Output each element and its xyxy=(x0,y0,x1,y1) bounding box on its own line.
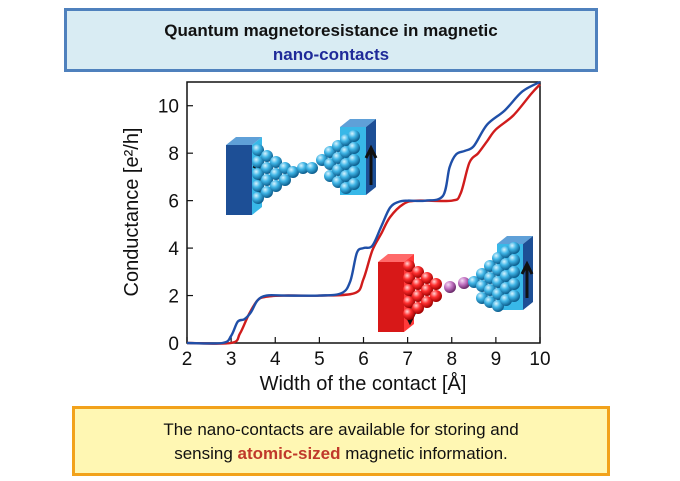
caption-line-1: The nano-contacts are available for stor… xyxy=(163,420,519,439)
x-tick-label: 2 xyxy=(182,349,193,370)
atom-ball xyxy=(252,144,264,156)
atom-ball xyxy=(403,308,415,320)
x-tick-label: 6 xyxy=(358,349,369,370)
title-line-1: Quantum magnetoresistance in magnetic xyxy=(164,21,498,40)
x-tick-label: 7 xyxy=(402,349,413,370)
atom-ball xyxy=(261,186,273,198)
atom-ball xyxy=(412,278,424,290)
atom-ball xyxy=(261,150,273,162)
parallel-magnetization-contact xyxy=(226,119,378,215)
atom-ball xyxy=(297,162,309,174)
series-layer xyxy=(186,80,541,345)
atom-ball xyxy=(270,156,282,168)
caption-line-2: sensing atomic-sized magnetic informatio… xyxy=(75,442,607,466)
atom-ball xyxy=(279,174,291,186)
title-line-2: nano-contacts xyxy=(272,45,390,64)
atom-ball xyxy=(421,296,433,308)
x-tick-label: 9 xyxy=(491,349,502,370)
atom-ball xyxy=(421,284,433,296)
x-tick-label: 4 xyxy=(270,349,281,370)
caption-line-2-end: magnetic information. xyxy=(340,444,508,463)
y-tick-label: 0 xyxy=(168,334,179,355)
atom-ball xyxy=(412,302,424,314)
atom-ball xyxy=(444,281,456,293)
atom-ball xyxy=(270,180,282,192)
atom-ball xyxy=(287,166,299,178)
atom-ball xyxy=(412,266,424,278)
y-tick-label: 8 xyxy=(168,144,179,165)
atom-ball xyxy=(252,156,264,168)
atom-ball xyxy=(270,168,282,180)
atom-ball xyxy=(348,154,360,166)
atom-ball xyxy=(508,254,520,266)
up-arrow-icon xyxy=(520,260,534,298)
atom-ball xyxy=(508,278,520,290)
x-axis-label: Width of the contact [Å] xyxy=(260,372,467,395)
atom-ball xyxy=(458,277,470,289)
atom-ball xyxy=(252,192,264,204)
y-tick-label: 6 xyxy=(168,192,179,213)
atom-ball xyxy=(430,278,442,290)
atom-ball xyxy=(412,290,424,302)
atom-ball xyxy=(403,260,415,272)
atom-ball xyxy=(403,284,415,296)
atom-ball xyxy=(403,272,415,284)
atom-ball xyxy=(348,130,360,142)
atom-ball xyxy=(261,174,273,186)
atom-ball xyxy=(306,162,318,174)
atom-ball xyxy=(348,178,360,190)
atom-ball xyxy=(508,290,520,302)
up-arrow-icon xyxy=(364,144,378,185)
antiparallel-magnetization-contact xyxy=(378,236,534,332)
atom-ball xyxy=(348,142,360,154)
atom-ball xyxy=(508,266,520,278)
x-tick-label: 3 xyxy=(226,349,237,370)
caption-highlight: atomic-sized xyxy=(237,444,341,463)
x-tick-label: 10 xyxy=(529,349,550,370)
atom-ball xyxy=(430,290,442,302)
blue-conductance-curve xyxy=(186,80,541,345)
y-tick-label: 2 xyxy=(168,287,179,308)
atom-ball xyxy=(403,296,415,308)
atom-ball xyxy=(421,272,433,284)
atom-ball xyxy=(348,166,360,178)
x-tick-label: 8 xyxy=(446,349,457,370)
atom-ball xyxy=(261,162,273,174)
atom-ball xyxy=(252,180,264,192)
y-axis-label: Conductance [e²/h] xyxy=(121,128,143,297)
x-tick-label: 5 xyxy=(314,349,325,370)
y-tick-label: 10 xyxy=(158,97,179,118)
caption-box: The nano-contacts are available for stor… xyxy=(72,406,610,476)
title-box: Quantum magnetoresistance in magnetic na… xyxy=(64,8,598,72)
atom-ball xyxy=(252,168,264,180)
y-tick-label: 4 xyxy=(168,239,179,260)
x-axis-ticks: 2 3 4 5 6 7 8 9 10 xyxy=(182,337,551,370)
atom-ball xyxy=(508,242,520,254)
caption-line-2-start: sensing xyxy=(174,444,238,463)
